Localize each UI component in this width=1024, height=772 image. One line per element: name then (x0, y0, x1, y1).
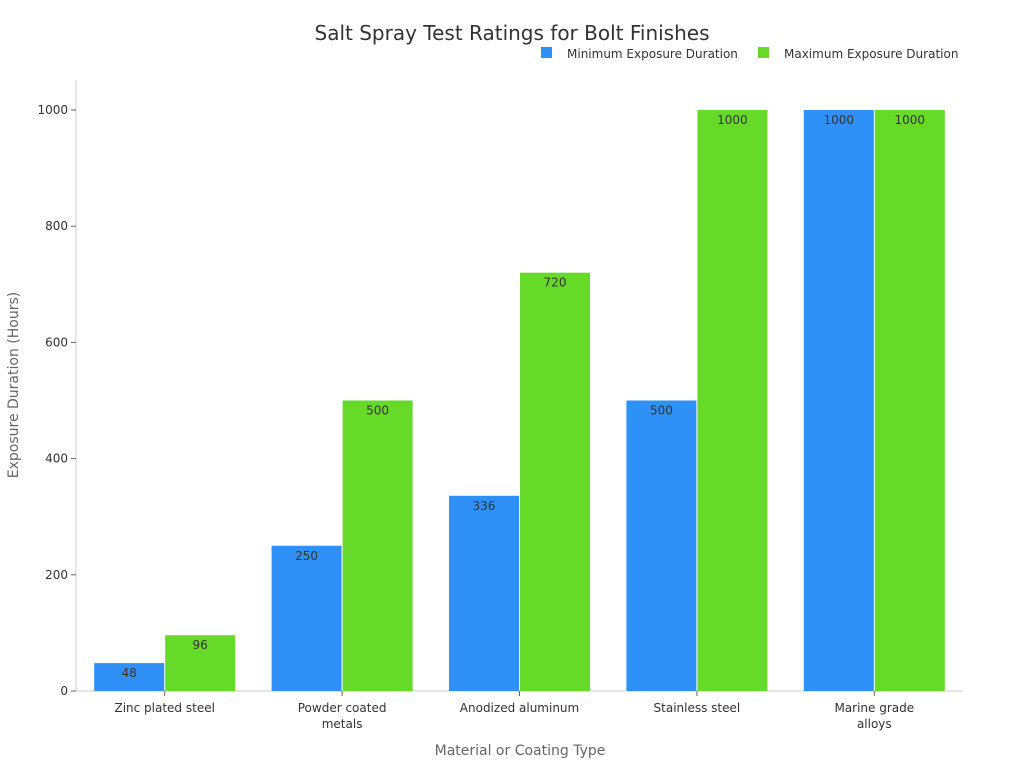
legend-swatch (758, 47, 769, 58)
bar-max (520, 272, 590, 691)
bar-max (874, 110, 945, 691)
chart-title: Salt Spray Test Ratings for Bolt Finishe… (315, 21, 710, 45)
y-tick-label: 800 (45, 219, 68, 233)
x-axis-label: Material or Coating Type (435, 743, 606, 759)
x-tick-label: Stainless steel (654, 701, 741, 715)
bar-min (449, 495, 519, 691)
bar-min (94, 663, 165, 691)
data-label: 1000 (717, 113, 748, 127)
legend-label: Maximum Exposure Duration (784, 47, 958, 61)
bar-min (271, 545, 342, 691)
x-tick-label: Marine grade alloys (834, 701, 914, 731)
x-tick-label: Zinc plated steel (114, 701, 214, 715)
x-tick-label-line: Stainless steel (654, 701, 741, 715)
x-tick-label-line: Marine grade (834, 701, 914, 715)
bar-max (165, 635, 236, 691)
y-tick-label: 400 (45, 452, 68, 466)
data-label: 1000 (824, 113, 855, 127)
bar-max (697, 110, 768, 691)
data-label: 720 (544, 276, 567, 290)
y-tick-label: 0 (60, 684, 68, 698)
legend: Minimum Exposure Duration Maximum Exposur… (541, 47, 958, 61)
data-label: 336 (473, 499, 496, 513)
bar-min (803, 110, 874, 691)
data-label: 48 (122, 666, 137, 680)
bar-max (342, 400, 413, 691)
x-tick-label-line: Anodized aluminum (460, 701, 579, 715)
x-tick-label-line: alloys (857, 717, 892, 731)
x-tick-label-line: metals (322, 717, 363, 731)
x-tick-label-line: Zinc plated steel (114, 701, 214, 715)
y-tick-label: 600 (45, 335, 68, 349)
x-tick-label-line: Powder coated (298, 701, 387, 715)
y-axis-label: Exposure Duration (Hours) (6, 292, 22, 478)
data-label: 250 (295, 549, 318, 563)
y-tick-label: 200 (45, 568, 68, 582)
bar-min (626, 400, 697, 691)
y-tick-label: 1000 (37, 103, 68, 117)
data-label: 500 (650, 404, 673, 418)
data-label: 1000 (895, 113, 926, 127)
data-label: 96 (193, 638, 208, 652)
x-tick-label: Powder coated metals (298, 701, 387, 731)
plot-area: 0 200 400 600 800 1000 Zinc plated steel 48 96 Po… (37, 80, 963, 731)
data-label: 500 (366, 404, 389, 418)
x-tick-label: Anodized aluminum (460, 701, 579, 715)
legend-swatch (541, 47, 552, 58)
legend-label: Minimum Exposure Duration (567, 47, 738, 61)
